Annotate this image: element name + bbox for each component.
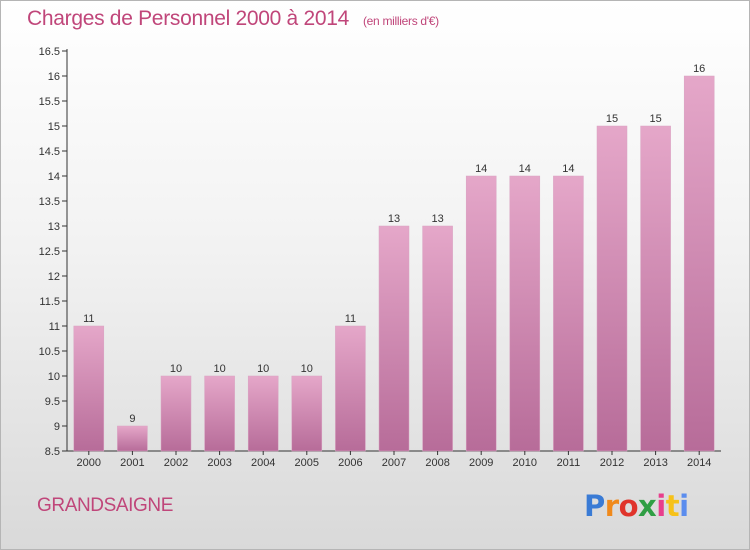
y-tick-label: 14 xyxy=(48,171,60,183)
logo-letter: t xyxy=(665,489,680,523)
y-tick-label: 16 xyxy=(48,71,60,83)
bar xyxy=(596,125,628,452)
bar-value-label: 10 xyxy=(301,363,313,375)
x-tick-label: 2007 xyxy=(382,457,406,469)
x-tick-label: 2005 xyxy=(295,457,319,469)
bar-value-label: 11 xyxy=(83,313,94,325)
commune-name: GRANDSAIGNE xyxy=(37,495,174,516)
x-tick-label: 2012 xyxy=(600,457,624,469)
y-tick-label: 8.5 xyxy=(45,446,60,458)
y-tick-label: 16.5 xyxy=(39,46,60,58)
bar xyxy=(73,325,105,452)
chart-title: Charges de Personnel 2000 à 2014 (en mill… xyxy=(27,7,439,31)
x-tick-label: 2000 xyxy=(77,457,101,469)
y-tick-label: 10.5 xyxy=(39,346,60,358)
logo-letter: o xyxy=(618,489,639,523)
bar-value-label: 14 xyxy=(475,163,487,175)
bar xyxy=(291,375,323,452)
bar-value-label: 10 xyxy=(170,363,182,375)
bar-value-label: 13 xyxy=(431,213,443,225)
x-tick-label: 2001 xyxy=(120,457,144,469)
x-tick-label: 2008 xyxy=(425,457,449,469)
x-tick-label: 2009 xyxy=(469,457,493,469)
y-tick-label: 9 xyxy=(54,421,60,433)
y-tick-label: 14.5 xyxy=(39,146,60,158)
y-tick-label: 12.5 xyxy=(39,246,60,258)
bar xyxy=(117,425,148,452)
chart-subtitle: (en milliers d'€) xyxy=(362,14,439,28)
bar-value-label: 13 xyxy=(388,213,400,225)
logo-letter: P xyxy=(584,489,605,523)
bar xyxy=(683,75,715,452)
x-tick-label: 2010 xyxy=(513,457,537,469)
logo-letter: i xyxy=(679,489,689,523)
proxiti-logo[interactable]: Proxiti xyxy=(584,489,689,523)
bar xyxy=(422,225,453,452)
bar-value-label: 11 xyxy=(345,313,356,325)
logo-letter: i xyxy=(656,489,666,523)
y-tick-label: 13 xyxy=(48,221,60,233)
x-tick-label: 2011 xyxy=(557,457,581,469)
bar xyxy=(553,175,584,452)
y-tick-label: 15.5 xyxy=(39,96,60,108)
bar-value-label: 14 xyxy=(519,163,531,175)
bar xyxy=(247,375,279,452)
x-tick-label: 2014 xyxy=(687,457,711,469)
logo-letter: r xyxy=(604,489,619,523)
y-tick-label: 13.5 xyxy=(39,196,60,208)
bar-value-label: 10 xyxy=(213,363,225,375)
y-tick-label: 11.5 xyxy=(39,296,60,308)
x-tick-label: 2002 xyxy=(164,457,188,469)
bar xyxy=(640,125,671,452)
bar xyxy=(160,375,192,452)
y-tick-label: 15 xyxy=(48,121,60,133)
logo-letter: x xyxy=(638,489,657,523)
bar-value-label: 15 xyxy=(606,113,618,125)
bar xyxy=(204,375,235,452)
y-tick-label: 11 xyxy=(49,321,60,333)
bar-value-label: 10 xyxy=(257,363,269,375)
bar-value-label: 14 xyxy=(562,163,574,175)
bar-value-label: 16 xyxy=(693,63,705,75)
bar xyxy=(465,175,497,452)
bar-value-label: 15 xyxy=(649,113,661,125)
x-tick-label: 2003 xyxy=(207,457,231,469)
y-tick-label: 10 xyxy=(48,371,60,383)
y-tick-label: 12 xyxy=(48,271,60,283)
x-tick-label: 2013 xyxy=(643,457,667,469)
chart-title-text: Charges de Personnel 2000 à 2014 xyxy=(27,7,349,30)
bar xyxy=(509,175,541,452)
x-tick-label: 2004 xyxy=(251,457,275,469)
y-tick-label: 9.5 xyxy=(45,396,60,408)
bar xyxy=(378,225,410,452)
bar-value-label: 9 xyxy=(129,413,135,425)
bar xyxy=(335,325,366,452)
x-tick-label: 2006 xyxy=(338,457,362,469)
